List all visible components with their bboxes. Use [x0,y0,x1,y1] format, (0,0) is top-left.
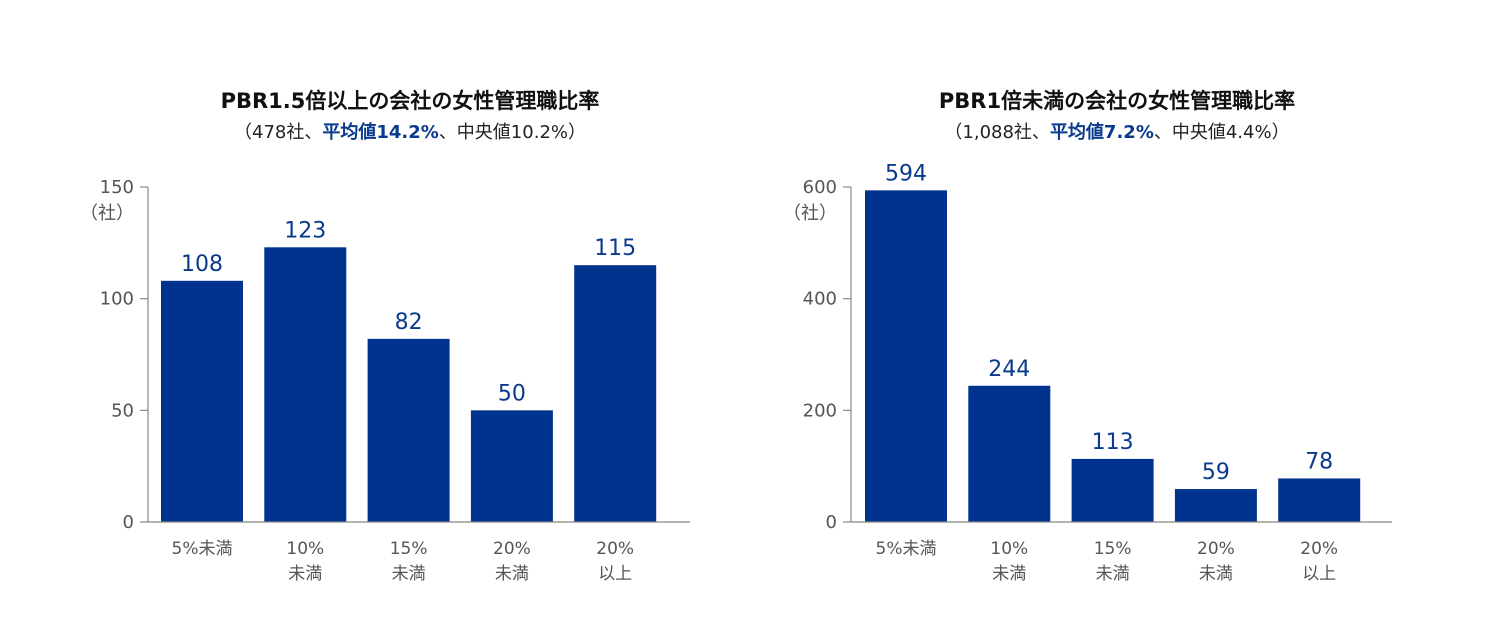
bar-value-label: 59 [1202,460,1230,485]
chart-subtitle: （1,088社、平均値7.2%、中央値4.4%） [944,121,1289,143]
chart-1: PBR1.5倍以上の会社の女性管理職比率 （478社、平均値14.2%、中央値10… [80,89,690,584]
x-tick-label: 20% [493,539,531,559]
x-tick-label: 10% [990,539,1028,559]
subtitle-pre: （1,088社、 [944,122,1050,143]
x-tick-label: 未満 [288,564,322,584]
bar [1278,478,1361,522]
bar-value-label: 244 [988,357,1030,382]
x-tick-label: 20% [1300,539,1338,559]
x-tick-label: 未満 [1096,564,1130,584]
bar-value-label: 78 [1305,449,1333,474]
y-tick-label: 150 [100,177,134,198]
bar [367,338,450,522]
y-axis-unit: （社） [80,203,134,224]
x-tick-label: 10% [286,539,324,559]
y-tick-label: 50 [111,400,134,421]
bar [264,247,347,523]
bar-value-label: 115 [594,236,636,261]
x-tick-label: 未満 [392,564,426,584]
chart-2: PBR1倍未満の会社の女性管理職比率 （1,088社、平均値7.2%、中央値4.4… [783,89,1392,584]
x-tick-label: 5%未満 [876,539,937,559]
bar-value-label: 108 [181,252,223,277]
x-tick-label: 15% [390,539,428,559]
chart-title: PBR1倍未満の会社の女性管理職比率 [939,89,1295,113]
x-tick-label: 20% [596,539,634,559]
chart-title: PBR1.5倍以上の会社の女性管理職比率 [221,89,600,113]
y-tick-label: 600 [803,177,837,198]
bar [865,190,947,522]
subtitle-highlight: 平均値14.2% [322,121,438,143]
x-tick-label: 5%未満 [172,539,233,559]
y-tick-label: 0 [826,512,837,533]
bar-value-label: 113 [1092,430,1134,455]
bar [1174,489,1257,522]
bar-value-label: 594 [885,161,927,186]
x-tick-label: 未満 [992,564,1026,584]
bar [968,385,1051,522]
bar [574,265,657,522]
x-tick-label: 15% [1094,539,1132,559]
bar [470,410,553,522]
y-tick-label: 0 [123,512,134,533]
bar-value-label: 82 [395,310,423,335]
bar [1071,458,1154,522]
subtitle-post: 、中央値10.2%） [439,122,586,143]
y-axis-unit: （社） [783,203,837,224]
y-tick-label: 200 [803,400,837,421]
x-tick-label: 以上 [1302,564,1336,584]
x-tick-label: 20% [1197,539,1235,559]
x-tick-label: 未満 [1199,564,1233,584]
bar [161,280,243,522]
chart-subtitle: （478社、平均値14.2%、中央値10.2%） [234,121,586,143]
subtitle-highlight: 平均値7.2% [1050,121,1154,143]
bar-value-label: 50 [498,381,526,406]
subtitle-pre: （478社、 [234,122,322,143]
x-tick-label: 以上 [598,564,632,584]
x-tick-label: 未満 [495,564,529,584]
y-tick-label: 400 [803,289,837,310]
y-tick-label: 100 [100,289,134,310]
subtitle-post: 、中央値4.4%） [1154,122,1290,143]
bar-value-label: 123 [284,218,326,243]
